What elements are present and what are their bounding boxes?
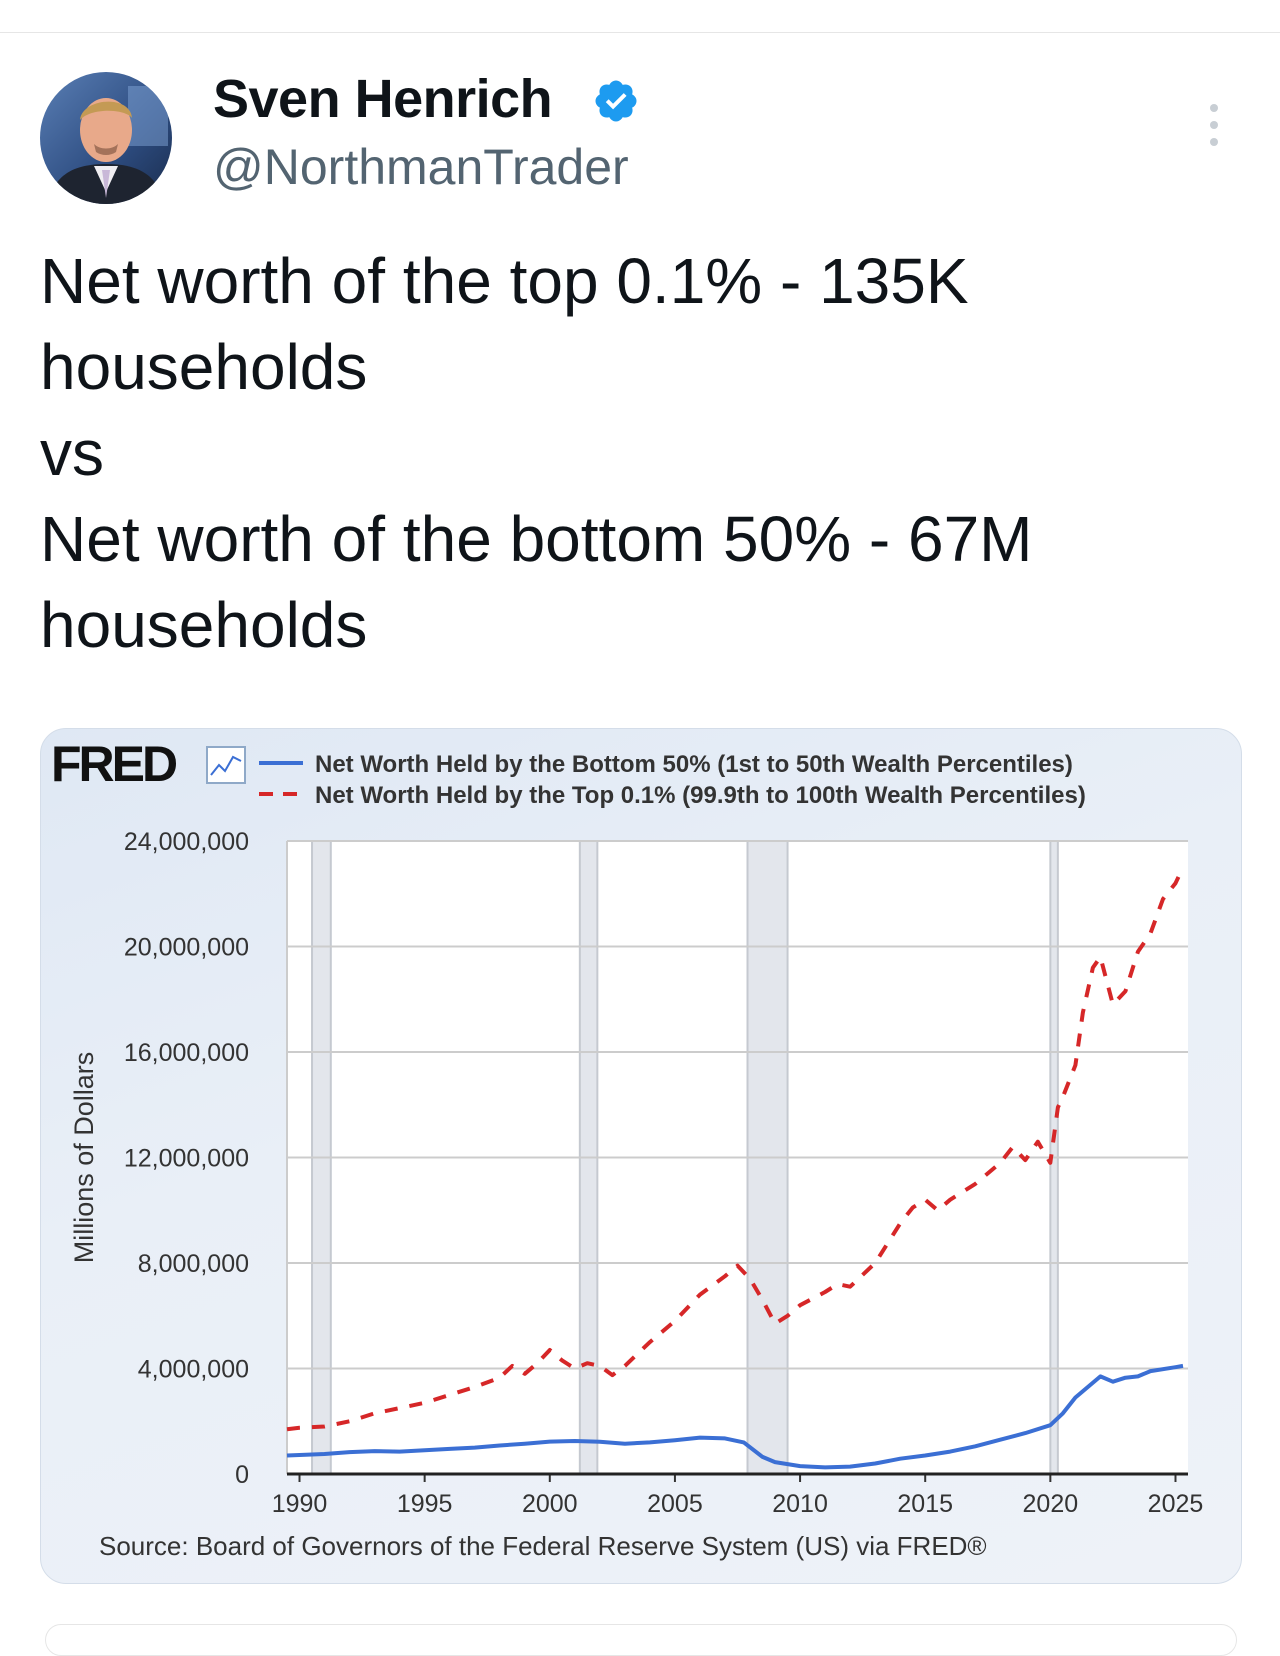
- next-card-edge: [45, 1624, 1237, 1656]
- y-tick-label: 24,000,000: [124, 828, 249, 856]
- series-top-0-1-line: [286, 866, 1185, 1432]
- legend-label-top-0-1: Net Worth Held by the Top 0.1% (99.9th t…: [315, 782, 1086, 809]
- y-tick-label: 8,000,000: [138, 1250, 249, 1278]
- top-divider: [0, 32, 1280, 33]
- y-tick-label: 12,000,000: [124, 1145, 249, 1173]
- tweet-text-line: Net worth of the top 0.1% - 135K: [40, 245, 969, 317]
- handle[interactable]: @NorthmanTrader: [213, 139, 629, 195]
- y-tick-label: 16,000,000: [124, 1039, 249, 1067]
- tweet-text-line: households: [40, 331, 368, 403]
- display-name[interactable]: Sven Henrich: [213, 69, 553, 129]
- chart-image[interactable]: 0 4,000,000 8,000,000 12,000,000 16,000,000 2…: [40, 728, 1242, 1584]
- x-tick-label: 1990: [272, 1490, 328, 1518]
- x-tick-label: 2010: [772, 1490, 828, 1518]
- x-tick-label: 2025: [1148, 1490, 1204, 1518]
- avatar[interactable]: [40, 72, 172, 204]
- chart-source: Source: Board of Governors of the Federa…: [99, 1531, 987, 1561]
- tweet-text: Net worth of the top 0.1% - 135K househo…: [40, 238, 1220, 668]
- y-tick-label: 0: [235, 1461, 249, 1489]
- x-tick-label: 2005: [647, 1490, 703, 1518]
- tweet-text-line: Net worth of the bottom 50% - 67M: [40, 503, 1033, 575]
- series-bottom-50-line: [286, 1363, 1184, 1470]
- y-tick-label: 4,000,000: [138, 1356, 249, 1384]
- x-tick-label: 2020: [1023, 1490, 1079, 1518]
- verified-badge-icon: [595, 80, 637, 122]
- fred-chart: 0 4,000,000 8,000,000 12,000,000 16,000,000 2…: [51, 736, 1204, 1561]
- y-axis-label: Millions of Dollars: [69, 1052, 99, 1264]
- fred-chart-icon: [206, 746, 246, 784]
- fred-chart-icon-line: [210, 755, 242, 776]
- legend-label-bottom-50: Net Worth Held by the Bottom 50% (1st to…: [315, 751, 1073, 778]
- tweet-text-line: vs: [40, 417, 104, 489]
- tweet-text-line: households: [40, 589, 368, 661]
- fred-logo: FRED: [51, 736, 177, 792]
- x-tick-label: 2000: [522, 1490, 578, 1518]
- x-tick-label: 1995: [397, 1490, 453, 1518]
- y-tick-label: 20,000,000: [124, 934, 249, 962]
- more-options-icon[interactable]: [1200, 100, 1228, 150]
- x-tick-label: 2015: [897, 1490, 953, 1518]
